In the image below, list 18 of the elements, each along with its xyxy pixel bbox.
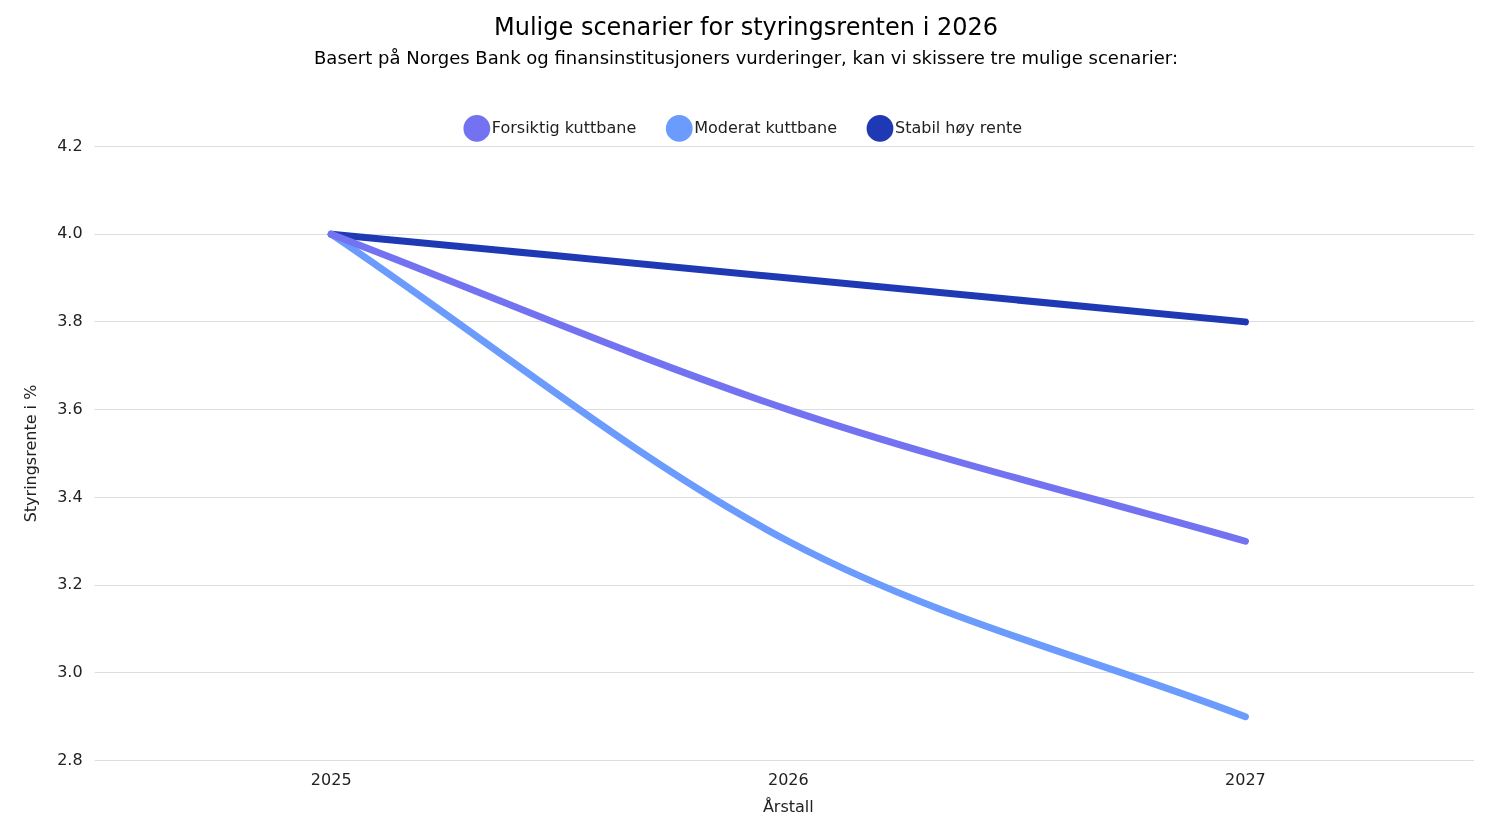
legend-label: Stabil høy rente (894, 117, 1023, 137)
y-tick-label: 3.4 (57, 486, 83, 506)
y-tick-label: 3.6 (57, 398, 83, 418)
y-tick-label: 4.0 (57, 223, 83, 243)
y-tick-label: 3.2 (57, 574, 83, 594)
y-tick-label: 4.2 (57, 135, 83, 155)
y-axis-title: Styringsrente i % (20, 384, 40, 523)
y-tick-label: 3.8 (57, 311, 83, 331)
y-tick-label: 3.0 (57, 662, 83, 682)
legend-label: Moderat kuttbane (694, 117, 837, 137)
legend-label: Forsiktig kuttbane (491, 117, 637, 137)
x-tick-label: 2027 (1225, 770, 1266, 790)
x-tick-label: 2025 (310, 770, 352, 790)
y-tick-label: 2.8 (57, 749, 83, 769)
x-axis-title: Årstall (762, 796, 814, 816)
chart-title: Mulige scenarier for styringsrenten i 2026 (494, 12, 998, 41)
x-tick-label: 2026 (767, 770, 809, 790)
chart-subtitle: Basert på Norges Bank og finansinstitusjoners vurderinger, kan vi skissere tre mulige scenarier: (314, 47, 1178, 69)
